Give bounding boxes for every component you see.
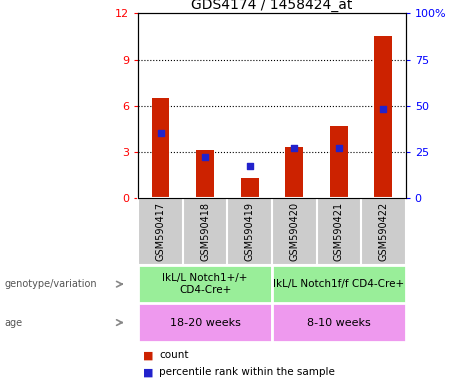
Text: GSM590422: GSM590422 [378, 202, 389, 261]
Text: genotype/variation: genotype/variation [5, 279, 97, 289]
Point [380, 106, 387, 113]
Text: ■: ■ [143, 367, 154, 377]
Bar [152, 98, 170, 198]
Bar [374, 36, 392, 198]
Text: GSM590418: GSM590418 [200, 202, 210, 261]
Text: GSM590421: GSM590421 [334, 202, 344, 261]
Text: IkL/L Notch1f/f CD4-Cre+: IkL/L Notch1f/f CD4-Cre+ [273, 279, 404, 289]
Point [246, 163, 254, 169]
Text: age: age [5, 318, 23, 328]
Text: GSM590419: GSM590419 [245, 202, 255, 261]
Bar [196, 150, 214, 198]
Text: 8-10 weeks: 8-10 weeks [307, 318, 371, 328]
Text: GSM590417: GSM590417 [155, 202, 165, 261]
Bar [285, 147, 303, 198]
Bar [138, 265, 272, 303]
Text: IkL/L Notch1+/+
CD4-Cre+: IkL/L Notch1+/+ CD4-Cre+ [162, 273, 248, 295]
Bar [241, 178, 259, 198]
Point [201, 154, 209, 160]
Text: count: count [159, 350, 189, 360]
Text: GSM590420: GSM590420 [289, 202, 299, 261]
Title: GDS4174 / 1458424_at: GDS4174 / 1458424_at [191, 0, 353, 12]
Text: ■: ■ [143, 350, 154, 360]
Bar [272, 303, 406, 342]
Bar [272, 265, 406, 303]
Text: 18-20 weeks: 18-20 weeks [170, 318, 241, 328]
Bar [330, 126, 348, 198]
Point [290, 145, 298, 151]
Point [157, 130, 164, 136]
Point [335, 145, 343, 151]
Text: percentile rank within the sample: percentile rank within the sample [159, 367, 335, 377]
Bar [138, 303, 272, 342]
